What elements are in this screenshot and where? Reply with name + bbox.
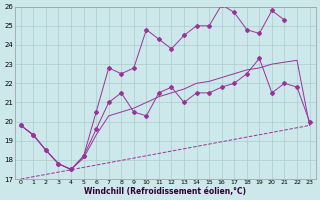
X-axis label: Windchill (Refroidissement éolien,°C): Windchill (Refroidissement éolien,°C) bbox=[84, 187, 246, 196]
